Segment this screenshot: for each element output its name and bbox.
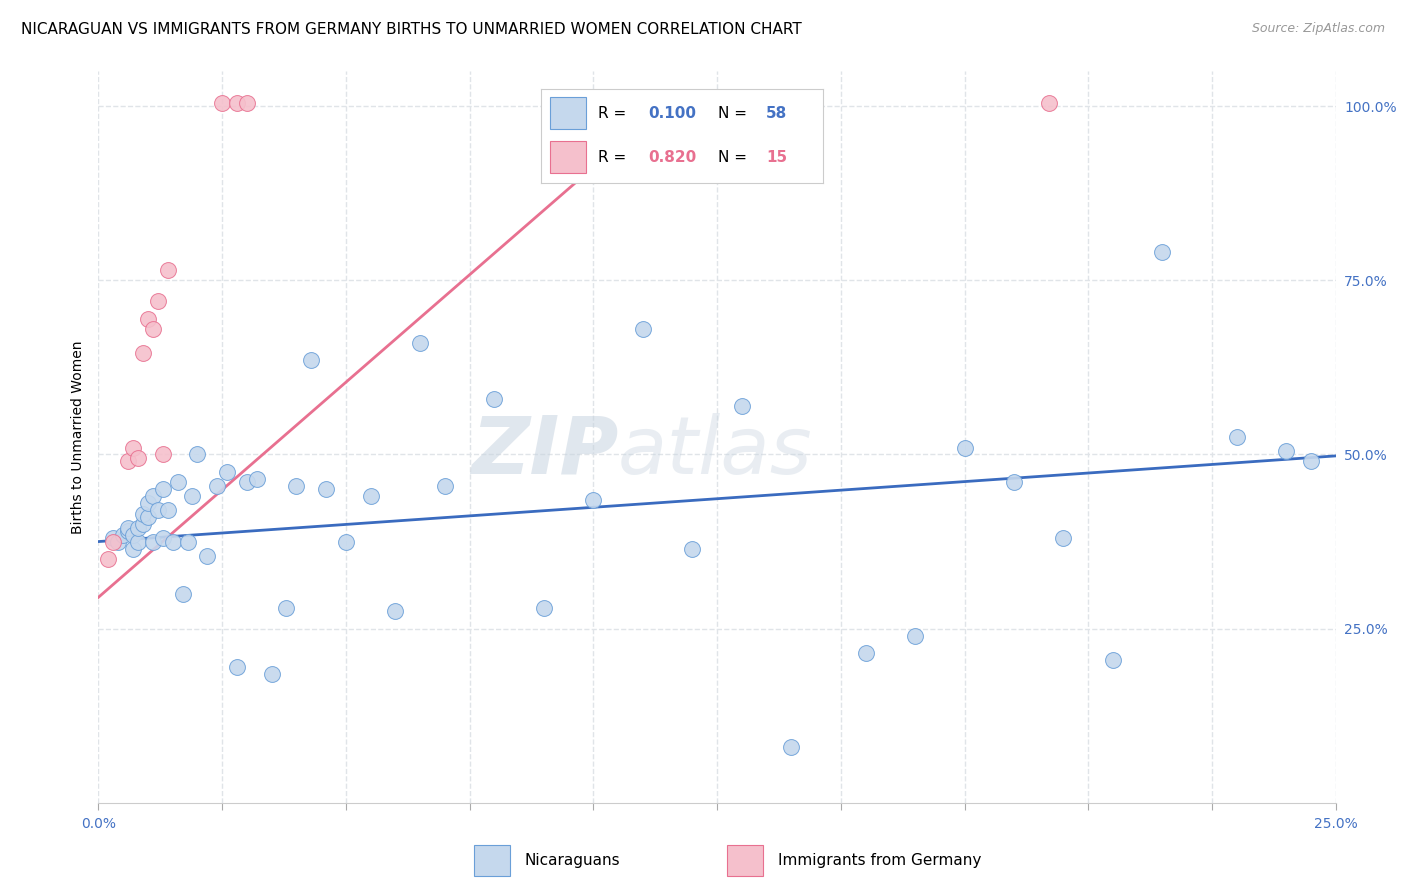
Point <box>731 399 754 413</box>
Y-axis label: Births to Unmarried Women: Births to Unmarried Women <box>70 341 84 533</box>
Point <box>484 392 506 406</box>
Bar <box>550 96 586 129</box>
Point <box>142 322 165 336</box>
Point <box>107 534 129 549</box>
Point <box>136 496 159 510</box>
Point <box>285 479 308 493</box>
Point <box>146 294 169 309</box>
Bar <box>727 845 762 876</box>
Point <box>156 503 179 517</box>
Point <box>315 483 337 497</box>
Point <box>112 527 135 541</box>
Text: N =: N = <box>718 150 752 165</box>
Text: NICARAGUAN VS IMMIGRANTS FROM GERMANY BIRTHS TO UNMARRIED WOMEN CORRELATION CHAR: NICARAGUAN VS IMMIGRANTS FROM GERMANY BI… <box>21 22 801 37</box>
Point <box>117 454 139 468</box>
Point <box>226 95 249 110</box>
Point <box>146 503 169 517</box>
Point <box>1152 245 1174 260</box>
Text: 58: 58 <box>766 105 787 120</box>
Text: 0.100: 0.100 <box>648 105 696 120</box>
Point <box>136 510 159 524</box>
Point <box>409 336 432 351</box>
Point <box>780 740 803 755</box>
Point <box>132 346 155 360</box>
Point <box>127 521 149 535</box>
Point <box>97 552 120 566</box>
Point <box>195 549 218 563</box>
Text: Nicaraguans: Nicaraguans <box>524 853 620 868</box>
Point <box>205 479 228 493</box>
Point <box>122 441 145 455</box>
Point <box>260 667 283 681</box>
Point <box>1275 444 1298 458</box>
Point <box>433 479 456 493</box>
Point <box>1002 475 1025 490</box>
Point <box>181 489 204 503</box>
Point <box>246 472 269 486</box>
Point <box>142 534 165 549</box>
Text: 0.820: 0.820 <box>648 150 696 165</box>
Point <box>127 450 149 465</box>
Point <box>127 534 149 549</box>
Point <box>299 353 322 368</box>
Bar <box>474 845 509 876</box>
Point <box>217 465 239 479</box>
Point <box>904 629 927 643</box>
Point <box>103 534 125 549</box>
Point <box>631 322 654 336</box>
Point <box>855 646 877 660</box>
Text: R =: R = <box>598 150 631 165</box>
Point <box>152 483 174 497</box>
Point <box>142 489 165 503</box>
Text: Immigrants from Germany: Immigrants from Germany <box>778 853 981 868</box>
Point <box>122 527 145 541</box>
Point <box>172 587 194 601</box>
Point <box>1052 531 1074 545</box>
Point <box>582 492 605 507</box>
Point <box>681 541 703 556</box>
Point <box>360 489 382 503</box>
Point <box>1226 430 1249 444</box>
Bar <box>550 141 586 173</box>
Point <box>211 95 233 110</box>
Point <box>226 660 249 674</box>
Point <box>186 448 208 462</box>
Text: Source: ZipAtlas.com: Source: ZipAtlas.com <box>1251 22 1385 36</box>
Point <box>132 517 155 532</box>
Point <box>156 263 179 277</box>
Point <box>136 311 159 326</box>
Point <box>132 507 155 521</box>
Point <box>236 95 259 110</box>
Point <box>162 534 184 549</box>
Point <box>1299 454 1322 468</box>
Point <box>1102 653 1125 667</box>
Point <box>152 531 174 545</box>
Point <box>166 475 188 490</box>
Text: N =: N = <box>718 105 752 120</box>
Point <box>384 604 406 618</box>
Point <box>176 534 198 549</box>
Point <box>117 524 139 538</box>
Point <box>276 600 298 615</box>
Point <box>533 600 555 615</box>
Point <box>236 475 259 490</box>
Text: R =: R = <box>598 105 631 120</box>
Point <box>335 534 357 549</box>
Text: ZIP: ZIP <box>471 413 619 491</box>
Text: 15: 15 <box>766 150 787 165</box>
Point <box>953 441 976 455</box>
Point <box>122 541 145 556</box>
Text: atlas: atlas <box>619 413 813 491</box>
Point <box>103 531 125 545</box>
Point <box>152 448 174 462</box>
Point <box>117 521 139 535</box>
Point <box>1038 95 1060 110</box>
